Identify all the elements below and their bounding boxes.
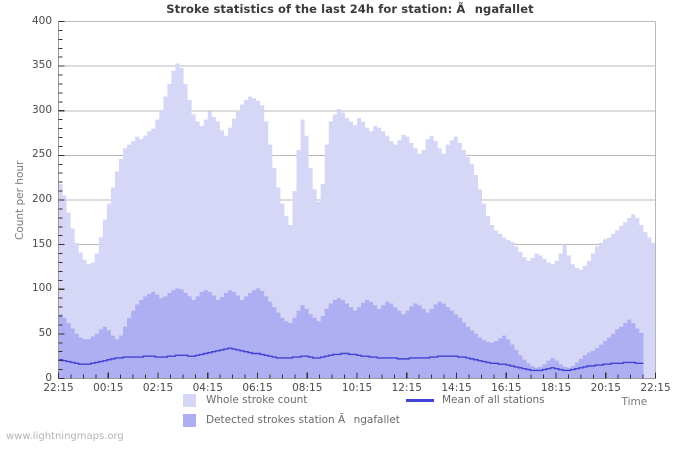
x-axis-tick-label: 06:15: [242, 381, 273, 394]
legend-label-mean-of-all-stations: Mean of all stations: [442, 394, 545, 406]
x-axis-tick-label: 02:15: [142, 381, 174, 394]
legend-swatch-detected-strokes: [183, 414, 196, 427]
y-axis-title: Count per hour: [14, 160, 26, 240]
legend-line-mean-of-all-stations: [406, 399, 434, 402]
y-axis-tick-label: 350: [31, 59, 52, 72]
series-area-detected-strokes: [58, 288, 644, 379]
watermark: www.lightningmaps.org: [6, 431, 124, 442]
legend-label-detected-strokes: Detected strokes station Ãngafallet: [206, 414, 400, 426]
y-axis-tick-label: 400: [31, 14, 52, 27]
y-axis-tick-label: 200: [31, 193, 52, 205]
x-axis-tick-label: 22:15: [43, 381, 74, 394]
y-axis-tick-label: 50: [38, 326, 52, 339]
x-axis-tick-label: 16:15: [491, 381, 522, 394]
x-axis-tick-label: 22:15: [640, 381, 671, 394]
x-axis-title: Time: [621, 395, 648, 408]
y-axis-tick-label: 0: [45, 371, 52, 384]
x-axis-tick-label: 04:15: [192, 381, 223, 394]
y-axis-tick-label: 150: [31, 237, 52, 250]
page-title: Stroke statistics of the last 24h for st…: [166, 2, 534, 16]
y-axis-tick-label: 100: [31, 282, 52, 295]
y-axis-tick-label: 250: [31, 148, 52, 161]
x-axis-tick-label: 10:15: [341, 381, 373, 394]
y-axis-ticks: [58, 20, 65, 380]
x-axis-tick-label: 00:15: [93, 381, 124, 394]
y-axis-tick-label: 300: [31, 103, 52, 116]
x-axis-tick-label: 18:15: [540, 381, 572, 394]
x-axis-tick-label: 12:15: [391, 381, 422, 394]
legend-swatch-whole-stroke-count: [183, 394, 196, 407]
x-axis-tick-label: 20:15: [590, 381, 621, 394]
x-axis-tick-label: 08:15: [292, 381, 323, 394]
x-axis-ticks: [57, 372, 657, 379]
series-line-mean-of-all-stations: [58, 347, 644, 372]
x-axis-tick-label: 14:15: [441, 381, 472, 394]
legend-label-whole-stroke-count: Whole stroke count: [206, 394, 308, 406]
